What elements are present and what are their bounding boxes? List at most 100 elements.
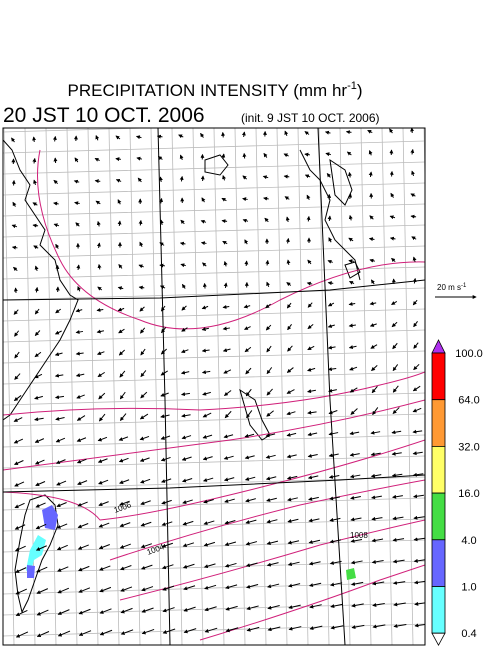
wind-vector: [392, 407, 400, 415]
wind-vector: [392, 385, 399, 393]
wind-vector: [371, 581, 385, 586]
grid-line: [234, 128, 246, 645]
wind-vector: [99, 586, 112, 593]
wind-vector: [14, 351, 20, 359]
wind-vector: [34, 308, 40, 315]
wind-vector: [244, 476, 256, 481]
grid-line: [3, 245, 425, 259]
wind-vector: [36, 631, 50, 638]
wind-vector: [115, 178, 122, 183]
wind-vector: [117, 286, 124, 291]
wind-vector: [389, 128, 394, 134]
title-exponent: -1: [347, 80, 357, 92]
map-area: 1006 1004 1008: [3, 128, 497, 645]
wind-vector: [307, 367, 316, 372]
title: PRECIPITATION INTENSITY (mm hr-1): [67, 80, 362, 100]
wind-vector: [54, 352, 63, 357]
wind-vector: [99, 629, 113, 636]
wind-vector: [180, 219, 185, 225]
wind-vector: [119, 565, 132, 571]
grid-line: [487, 128, 497, 645]
wind-vector: [410, 193, 416, 198]
wind-vector: [140, 478, 151, 484]
wind-vector: [35, 523, 47, 530]
wind-vector: [348, 301, 356, 306]
wind-vector: [391, 321, 398, 328]
wind-vector: [389, 215, 396, 220]
wind-vector: [286, 432, 297, 437]
wind-vector: [96, 242, 101, 249]
wind-vector: [119, 522, 131, 528]
wind-vector: [55, 459, 66, 464]
wind-vector: [34, 417, 44, 422]
wind-vector: [202, 477, 214, 482]
wind-vector: [221, 197, 227, 202]
wind-vector: [32, 202, 38, 207]
wind-vector: [222, 174, 226, 181]
precip-blob: [346, 568, 356, 580]
wind-vector: [98, 522, 110, 528]
wind-vector: [286, 454, 297, 459]
wind-vector: [243, 326, 251, 330]
wind-vector: [410, 148, 415, 155]
wind-vector: [412, 299, 418, 306]
wind-vector: [182, 499, 193, 504]
wind-vector: [120, 607, 133, 614]
wind-vector: [140, 521, 152, 527]
wind-vector: [118, 328, 125, 334]
grid-line: [3, 140, 425, 154]
colorbar-label: 16.0: [458, 488, 479, 500]
wind-vector: [307, 410, 317, 415]
wind-vector: [183, 628, 197, 634]
colorbar-label: 32.0: [458, 441, 479, 453]
wind-vector: [223, 434, 234, 439]
grid-line: [3, 287, 425, 301]
wind-vector: [96, 220, 101, 227]
vector-scale-text: 20 m s: [437, 283, 461, 292]
wind-vector: [370, 452, 381, 457]
wind-vector: [224, 498, 235, 503]
wind-vector: [347, 171, 352, 178]
wind-vector: [14, 502, 25, 509]
wind-vector: [73, 179, 80, 184]
wind-vector: [95, 135, 100, 141]
grid-line: [3, 329, 425, 343]
wind-vector: [348, 214, 353, 221]
wind-vector: [98, 501, 109, 507]
wind-vector: [200, 219, 207, 224]
wind-vector: [181, 305, 187, 311]
wind-vector: [286, 411, 296, 416]
wind-vector: [370, 430, 381, 435]
wind-vector: [201, 327, 209, 331]
wind-vector: [202, 434, 213, 439]
wind-vector: [391, 257, 396, 263]
wind-vector: [78, 587, 91, 593]
wind-vector: [181, 283, 186, 289]
valid-time: 20 JST 10 OCT. 2006: [3, 104, 205, 127]
wind-vector: [287, 324, 292, 331]
wind-vector: [15, 631, 29, 638]
wind-vector: [118, 436, 129, 441]
wind-vector: [97, 371, 105, 378]
wind-vector: [304, 152, 310, 157]
wind-vector: [57, 587, 70, 594]
wind-vector: [35, 481, 46, 487]
isobar-label: 1008: [350, 531, 368, 540]
precip-blob: [26, 535, 46, 575]
wind-vector: [371, 538, 384, 543]
wind-vector: [309, 625, 323, 631]
wind-vector: [159, 263, 165, 268]
wind-vector: [287, 518, 299, 523]
wind-vector: [287, 497, 298, 502]
wind-vector: [288, 583, 301, 588]
grid-line: [318, 128, 330, 645]
wind-vector: [286, 389, 295, 394]
wind-vector: [200, 132, 205, 138]
wind-vector: [11, 224, 18, 229]
wind-vector: [179, 154, 184, 161]
grid-line: [192, 128, 204, 645]
wind-vector: [370, 473, 382, 478]
grid-line: [3, 128, 158, 133]
wind-vector: [55, 308, 61, 314]
precipitation: [26, 505, 356, 580]
